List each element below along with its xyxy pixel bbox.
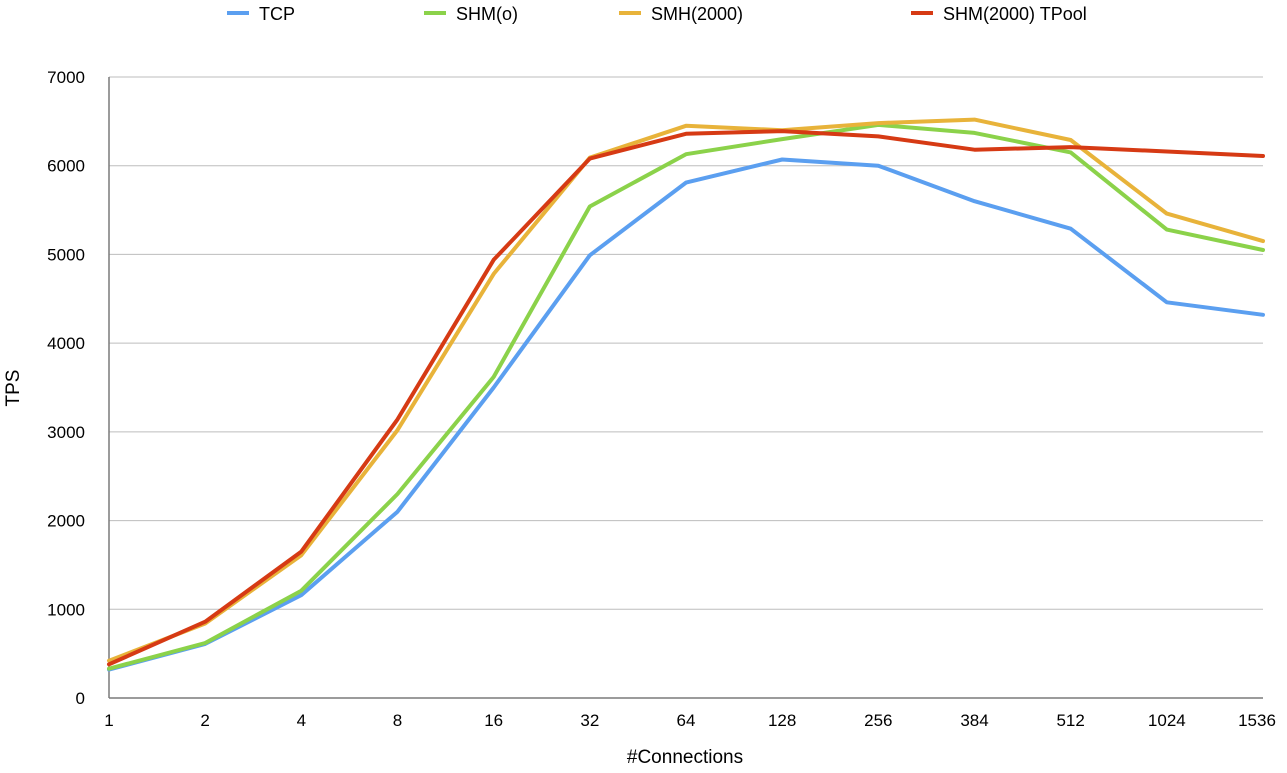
y-tick-label: 6000 (47, 157, 85, 176)
legend: TCP SHM(o) SMH(2000) SHM(2000) TPool (227, 4, 1087, 24)
x-tick-label: 16 (484, 711, 503, 730)
series-lines (107, 117, 1265, 672)
x-axis-title: #Connections (627, 747, 743, 768)
x-tick-label: 128 (768, 711, 796, 730)
legend-label: SHM(o) (456, 4, 518, 24)
legend-label: TCP (259, 4, 295, 24)
y-tick-label: 5000 (47, 245, 85, 264)
x-tick-label: 1536 (1238, 711, 1276, 730)
series-line-4 (107, 129, 1265, 667)
series-line-1 (107, 157, 1265, 672)
y-axis-title: TPS (3, 370, 24, 407)
series-line-3 (107, 117, 1265, 663)
x-tick-label: 1024 (1148, 711, 1186, 730)
x-tick-label: 8 (393, 711, 402, 730)
axes: 0 1000 2000 3000 4000 5000 6000 7000 1 2 4 8 16 32 64 1… (47, 68, 1276, 730)
x-tick-label: 256 (864, 711, 892, 730)
x-tick-label: 32 (580, 711, 599, 730)
legend-label: SMH(2000) (651, 4, 743, 24)
y-tick-label: 7000 (47, 68, 85, 87)
x-tick-label: 2 (200, 711, 209, 730)
legend-label: SHM(2000) TPool (943, 4, 1087, 24)
x-tick-label: 4 (297, 711, 306, 730)
x-tick-label: 384 (960, 711, 988, 730)
x-tick-label: 512 (1056, 711, 1084, 730)
x-tick-label: 64 (677, 711, 696, 730)
y-tick-label: 0 (76, 689, 85, 708)
y-tick-label: 1000 (47, 600, 85, 619)
series-line-2 (107, 122, 1265, 671)
y-tick-label: 4000 (47, 334, 85, 353)
y-tick-label: 2000 (47, 512, 85, 531)
y-tick-label: 3000 (47, 423, 85, 442)
gridlines (109, 76, 1263, 610)
x-tick-label: 1 (104, 711, 113, 730)
